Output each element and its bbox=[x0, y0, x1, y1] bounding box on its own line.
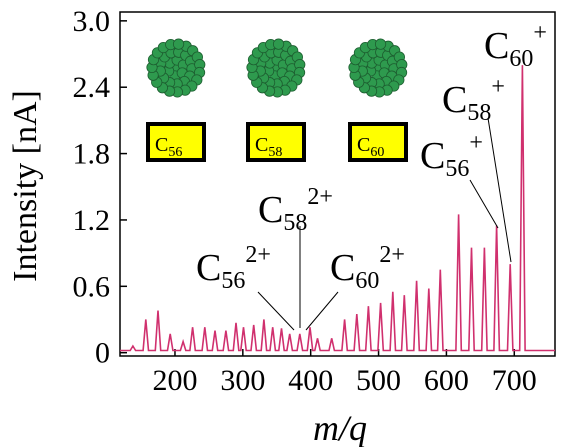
inset-sub: 60 bbox=[370, 145, 384, 160]
y-tick-label: 1.8 bbox=[73, 138, 111, 171]
annotation-sub: 56 bbox=[221, 268, 245, 294]
leader-line bbox=[470, 180, 498, 228]
annotation: C582+ bbox=[258, 184, 333, 236]
annotation-sup: 2+ bbox=[307, 184, 333, 210]
chart: Intensity [nA] m/q 0 0.6 1.2 1.8 2.4 3.0 200 30… bbox=[0, 0, 566, 447]
annotation-base: C bbox=[442, 79, 467, 121]
leader-line bbox=[488, 118, 511, 262]
x-axis-label: m/q bbox=[313, 408, 367, 447]
annotation: C60+ bbox=[484, 20, 547, 72]
inset-sub: 56 bbox=[168, 145, 182, 160]
annotation: C602+ bbox=[330, 242, 405, 294]
annotation-sup: + bbox=[491, 74, 505, 100]
annotation-base: C bbox=[330, 247, 355, 289]
annotation: C56+ bbox=[420, 130, 483, 182]
annotation-sub: 60 bbox=[355, 268, 379, 294]
page: Intensity [nA] m/q 0 0.6 1.2 1.8 2.4 3.0 200 30… bbox=[0, 0, 566, 447]
inset-base: C bbox=[255, 134, 268, 156]
x-tick-label: 200 bbox=[152, 364, 197, 397]
annotation-sup: 2+ bbox=[245, 242, 271, 268]
inset-base: C bbox=[357, 134, 370, 156]
y-tick-label: 0.6 bbox=[73, 270, 111, 303]
fullerene-atom bbox=[375, 39, 385, 49]
annotation-base: C bbox=[420, 135, 445, 177]
y-tick-label: 3.0 bbox=[73, 5, 111, 38]
fullerene-atom bbox=[273, 39, 283, 49]
annotation-sub: 60 bbox=[509, 46, 533, 72]
x-tick-label: 700 bbox=[492, 364, 537, 397]
y-axis-label: Intensity [nA] bbox=[7, 90, 44, 282]
annotation: C58+ bbox=[442, 74, 505, 126]
leader-line bbox=[306, 292, 338, 330]
annotation-sup: + bbox=[533, 20, 547, 46]
fullerene bbox=[147, 39, 205, 97]
annotation-sub: 56 bbox=[445, 156, 469, 182]
annotation-base: C bbox=[484, 25, 509, 67]
annotation-base: C bbox=[258, 189, 283, 231]
x-tick-label: 600 bbox=[424, 364, 469, 397]
x-tick-label: 300 bbox=[220, 364, 265, 397]
annotation-sub: 58 bbox=[467, 100, 491, 126]
inset-base: C bbox=[155, 134, 168, 156]
annotation-sup: + bbox=[469, 130, 483, 156]
y-tick-label: 1.2 bbox=[73, 204, 111, 237]
inset-sub: 58 bbox=[268, 145, 282, 160]
annotation: C562+ bbox=[196, 242, 271, 294]
y-tick-label: 2.4 bbox=[73, 71, 111, 104]
y-tick-label: 0 bbox=[95, 337, 110, 370]
x-tick-label: 500 bbox=[356, 364, 401, 397]
annotation-sub: 58 bbox=[283, 210, 307, 236]
annotation-sup: 2+ bbox=[379, 242, 405, 268]
fullerene bbox=[247, 39, 305, 97]
annotation-base: C bbox=[196, 247, 221, 289]
fullerene-atom bbox=[173, 39, 183, 49]
x-tick-label: 400 bbox=[288, 364, 333, 397]
fullerene bbox=[349, 39, 407, 97]
